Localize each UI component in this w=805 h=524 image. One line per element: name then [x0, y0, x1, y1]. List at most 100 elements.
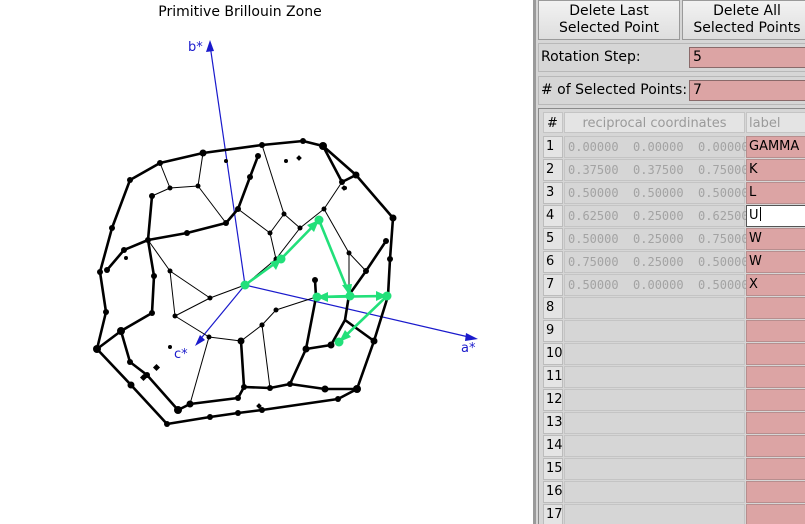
edge-bottom-inner — [119, 330, 246, 412]
b-axis-line — [209, 44, 246, 286]
selected-points-table[interactable]: # reciprocal coordinates label 1 0.00000 … — [538, 108, 805, 524]
row-label-cell[interactable] — [746, 458, 805, 480]
row-label-cell[interactable] — [746, 435, 805, 457]
table-row[interactable]: 2 0.37500 0.37500 0.75000 K — [543, 159, 805, 181]
edge-back-4 — [275, 181, 343, 260]
table-row[interactable]: 16 — [543, 481, 805, 503]
row-label-cell[interactable] — [746, 343, 805, 365]
row-label-cell[interactable] — [746, 481, 805, 503]
c-axis-label: c* — [174, 347, 188, 362]
row-label-cell[interactable] — [746, 504, 805, 524]
header-label[interactable]: label — [746, 112, 805, 133]
c-axis-line — [197, 284, 246, 343]
table-row[interactable]: 10 — [543, 343, 805, 365]
rotation-step-label: Rotation Step: — [541, 49, 641, 65]
row-number: 8 — [543, 297, 563, 319]
row-coords-cell[interactable] — [564, 412, 745, 434]
row-label-cell[interactable]: L — [746, 182, 805, 204]
row-label-cell[interactable]: X — [746, 274, 805, 296]
table-row[interactable]: 8 — [543, 297, 805, 319]
row-label-text: K — [749, 162, 758, 177]
table-row[interactable]: 17 — [543, 504, 805, 524]
row-number: 14 — [543, 435, 563, 457]
edge-back-9 — [197, 185, 227, 224]
row-label-cell[interactable] — [746, 389, 805, 411]
a-axis-label: a* — [461, 341, 476, 356]
table-row[interactable]: 5 0.50000 0.25000 0.75000 W — [543, 228, 805, 250]
row-coords-cell[interactable]: 0.50000 0.25000 0.75000 — [564, 228, 749, 250]
row-label-cell[interactable]: W — [746, 251, 805, 273]
row-number: 12 — [543, 389, 563, 411]
row-coords-cell[interactable] — [564, 297, 745, 319]
row-coords-cell[interactable] — [564, 481, 745, 503]
split-divider[interactable] — [533, 0, 536, 524]
table-row[interactable]: 13 — [543, 412, 805, 434]
row-coords-cell[interactable]: 0.75000 0.25000 0.50000 — [564, 251, 749, 273]
row-label-text: X — [749, 277, 758, 292]
row-coords-cell[interactable] — [564, 366, 745, 388]
table-row[interactable]: 4 0.62500 0.25000 0.62500 U — [543, 205, 805, 227]
edge-back-3 — [174, 296, 317, 342]
row-coords-cell[interactable] — [564, 504, 745, 524]
delete-all-line1: Delete All — [713, 3, 781, 19]
row-label-cell[interactable]: K — [746, 159, 805, 181]
row-number: 10 — [543, 343, 563, 365]
row-coords-cell[interactable] — [564, 320, 745, 342]
edge-back-5 — [269, 213, 301, 234]
delete-last-point-button[interactable]: Delete Last Selected Point — [538, 0, 680, 40]
row-label-cell[interactable]: U — [746, 205, 805, 227]
row-label-cell[interactable] — [746, 297, 805, 319]
row-label-text: GAMMA — [749, 139, 800, 154]
bz-diamond-markers — [139, 155, 347, 409]
rotation-step-field[interactable]: 5 — [689, 47, 805, 68]
edge-back-6 — [261, 144, 285, 215]
row-coords-cell[interactable] — [564, 343, 745, 365]
row-coords-cell[interactable]: 0.50000 0.00000 0.50000 — [564, 274, 749, 296]
viewer-title: Primitive Brillouin Zone — [158, 4, 322, 20]
edge-back-7 — [151, 162, 171, 197]
row-label-cell[interactable] — [746, 366, 805, 388]
table-row[interactable]: 3 0.50000 0.50000 0.50000 L — [543, 182, 805, 204]
row-coords-cell[interactable] — [564, 389, 745, 411]
row-label-text: W — [749, 254, 762, 269]
row-number: 2 — [543, 159, 563, 181]
delete-last-line1: Delete Last — [569, 3, 649, 19]
delete-all-points-button[interactable]: Delete All Selected Points — [682, 0, 805, 40]
row-coords-cell[interactable]: 0.00000 0.00000 0.00000 — [564, 136, 749, 158]
table-row[interactable]: 15 — [543, 458, 805, 480]
row-coords-cell[interactable]: 0.50000 0.50000 0.50000 — [564, 182, 749, 204]
bz-vertices — [93, 138, 397, 427]
row-label-cell[interactable]: W — [746, 228, 805, 250]
row-coords-cell[interactable]: 0.62500 0.25000 0.62500 — [564, 205, 749, 227]
row-number: 11 — [543, 366, 563, 388]
selected-count-field[interactable]: 7 — [689, 80, 805, 101]
table-row[interactable]: 9 — [543, 320, 805, 342]
row-coords-cell[interactable] — [564, 435, 745, 457]
table-row[interactable]: 7 0.50000 0.00000 0.50000 X — [543, 274, 805, 296]
table-row[interactable]: 14 — [543, 435, 805, 457]
table-row[interactable]: 12 — [543, 389, 805, 411]
row-number: 1 — [543, 136, 563, 158]
text-caret — [759, 207, 761, 221]
row-number: 5 — [543, 228, 563, 250]
row-number: 13 — [543, 412, 563, 434]
k-path-arrowheads — [270, 220, 387, 342]
row-number: 17 — [543, 504, 563, 524]
row-label-cell[interactable] — [746, 320, 805, 342]
row-label-cell[interactable] — [746, 412, 805, 434]
c-axis-arrow — [195, 335, 205, 346]
table-row[interactable]: 1 0.00000 0.00000 0.00000 GAMMA — [543, 136, 805, 158]
brillouin-zone-viewer[interactable]: Primitive Brillouin Zone b* a* c* — [0, 0, 533, 524]
row-coords-cell[interactable] — [564, 458, 745, 480]
bz-canvas[interactable]: b* a* c* — [0, 0, 533, 524]
row-label-cell[interactable]: GAMMA — [746, 136, 805, 158]
edge-mid-vertical — [304, 279, 318, 350]
row-number: 6 — [543, 251, 563, 273]
header-coords[interactable]: reciprocal coordinates — [564, 112, 745, 133]
table-row[interactable]: 11 — [543, 366, 805, 388]
table-row[interactable]: 6 0.75000 0.25000 0.50000 W — [543, 251, 805, 273]
k-path-points — [240, 215, 392, 347]
header-num[interactable]: # — [543, 112, 563, 133]
edge-back-10 — [323, 208, 367, 272]
row-coords-cell[interactable]: 0.37500 0.37500 0.75000 — [564, 159, 749, 181]
